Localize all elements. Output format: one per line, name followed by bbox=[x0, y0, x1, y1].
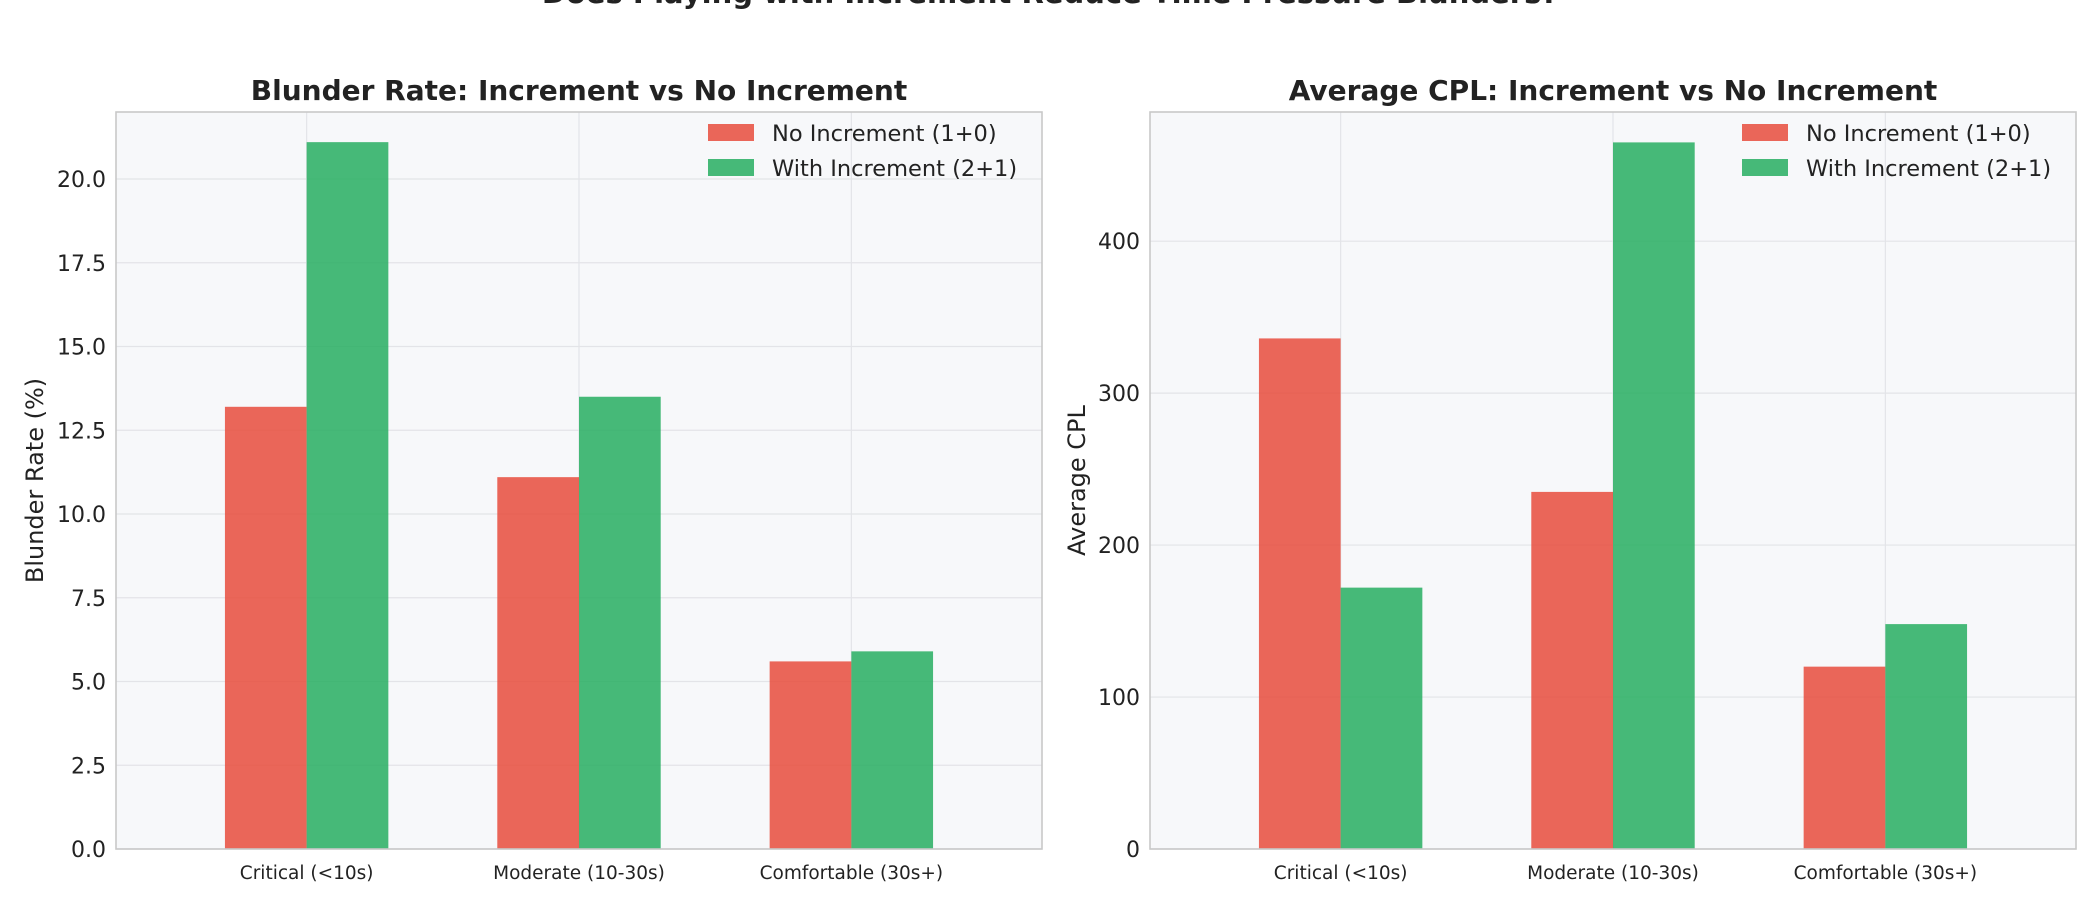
y-tick-label: 2.5 bbox=[71, 754, 106, 779]
y-axis-label: Average CPL bbox=[1063, 404, 1091, 555]
bar-no-increment bbox=[769, 661, 852, 849]
y-tick-label: 17.5 bbox=[57, 252, 106, 277]
bar-with-increment bbox=[579, 396, 661, 849]
bar-no-increment bbox=[497, 477, 579, 849]
y-tick-label: 7.5 bbox=[71, 587, 106, 612]
x-tick-label: Critical (<10s) bbox=[1274, 863, 1408, 884]
x-tick-label: Moderate (10-30s) bbox=[1527, 863, 1699, 884]
y-tick-label: 0 bbox=[1126, 838, 1140, 863]
y-tick-label: 300 bbox=[1098, 382, 1140, 407]
bar-with-increment bbox=[1885, 624, 1968, 849]
figure-title: Does Playing with Increment Reduce Time … bbox=[0, 0, 2100, 10]
x-tick-label: Comfortable (30s+) bbox=[760, 863, 944, 884]
legend-label-with-increment: With Increment (2+1) bbox=[1806, 156, 2051, 182]
bar-with-increment bbox=[1613, 142, 1695, 850]
y-axis-label: Blunder Rate (%) bbox=[21, 378, 49, 583]
y-tick-label: 10.0 bbox=[57, 503, 106, 528]
bar-no-increment bbox=[1531, 491, 1613, 849]
bar-no-increment bbox=[224, 406, 307, 849]
y-tick-label: 200 bbox=[1098, 534, 1140, 559]
y-tick-label: 400 bbox=[1098, 230, 1140, 255]
legend-swatch-no-increment bbox=[708, 124, 754, 141]
y-tick-label: 5.0 bbox=[71, 671, 106, 696]
x-tick-label: Moderate (10-30s) bbox=[493, 863, 665, 884]
bar-with-increment bbox=[1340, 587, 1423, 849]
chart-title: Blunder Rate: Increment vs No Increment bbox=[251, 74, 907, 107]
legend-swatch-with-increment bbox=[708, 159, 754, 176]
x-tick-label: Comfortable (30s+) bbox=[1794, 863, 1978, 884]
y-tick-label: 20.0 bbox=[57, 168, 106, 193]
bar-no-increment bbox=[1258, 338, 1341, 849]
legend-swatch-no-increment bbox=[1742, 124, 1788, 141]
bar-no-increment bbox=[1803, 666, 1886, 849]
y-tick-label: 0.0 bbox=[71, 838, 106, 863]
legend-label-with-increment: With Increment (2+1) bbox=[772, 156, 1017, 182]
bar-with-increment bbox=[306, 142, 389, 849]
bar-with-increment bbox=[851, 651, 934, 849]
plot-frame bbox=[115, 111, 1043, 850]
x-tick-label: Critical (<10s) bbox=[240, 863, 374, 884]
y-tick-label: 100 bbox=[1098, 686, 1140, 711]
legend-swatch-with-increment bbox=[1742, 159, 1788, 176]
legend-label-no-increment: No Increment (1+0) bbox=[1806, 121, 2031, 147]
chart-title: Average CPL: Increment vs No Increment bbox=[1289, 74, 1938, 107]
y-tick-label: 15.0 bbox=[57, 336, 106, 361]
y-tick-label: 12.5 bbox=[57, 419, 106, 444]
legend-label-no-increment: No Increment (1+0) bbox=[772, 121, 997, 147]
plot-frame bbox=[1149, 111, 2077, 850]
